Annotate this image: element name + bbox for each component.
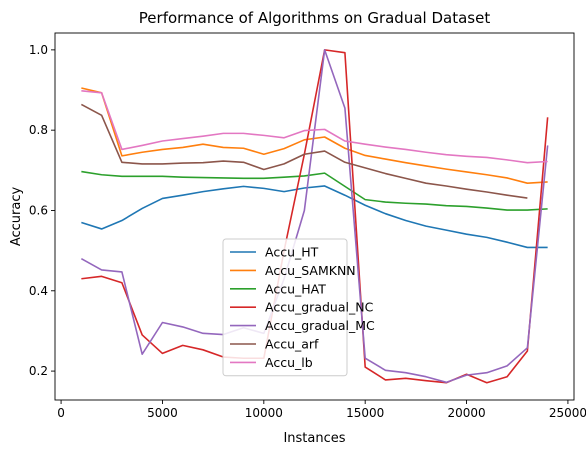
y-axis-label: Accuracy bbox=[9, 187, 24, 247]
legend-entry: Accu_HAT bbox=[265, 281, 326, 296]
legend-box bbox=[222, 238, 348, 377]
series-line-accu-samknn bbox=[81, 87, 548, 184]
plot-lines bbox=[80, 49, 549, 384]
x-tick-label: 5000 bbox=[147, 406, 178, 420]
plot-frame bbox=[54, 32, 575, 401]
x-tick-label: 15000 bbox=[346, 406, 384, 420]
y-tick-label: 0.4 bbox=[29, 284, 48, 298]
y-tick-label: 0.6 bbox=[29, 203, 48, 217]
series-line-accu-arf bbox=[80, 103, 528, 199]
x-tick-label: 0 bbox=[57, 406, 65, 420]
legend-entry: Accu_lb bbox=[265, 355, 313, 370]
legend-entry: Accu_SAMKNN bbox=[265, 263, 356, 278]
series-line-accu-hat bbox=[81, 170, 548, 211]
x-axis-label: Instances bbox=[283, 431, 345, 446]
series-line-accu-gradual-nc bbox=[81, 49, 549, 384]
x-tick-label: 20000 bbox=[447, 406, 485, 420]
x-tick-label: 10000 bbox=[245, 406, 283, 420]
series-line-accu-ht bbox=[81, 185, 548, 249]
legend-entry: Accu_arf bbox=[265, 337, 319, 352]
x-tick-label: 25000 bbox=[549, 406, 586, 420]
legend-entry: Accu_HT bbox=[265, 245, 319, 260]
legend: Accu_HT Accu_SAMKNN Accu_HAT Accu_gradual_N… bbox=[222, 238, 375, 377]
chart-title: Performance of Algorithms on Gradual Dat… bbox=[139, 9, 491, 27]
y-tick-label: 0.8 bbox=[29, 123, 48, 137]
legend-entry: Accu_gradual_NC bbox=[265, 300, 374, 315]
y-axis: 0.2 0.4 0.6 0.8 1.0 bbox=[29, 43, 55, 378]
series-line-accu-lb bbox=[81, 90, 548, 164]
y-tick-label: 1.0 bbox=[29, 43, 48, 57]
legend-entry: Accu_gradual_MC bbox=[265, 318, 375, 333]
x-axis: 0 5000 10000 15000 20000 25000 bbox=[57, 400, 586, 420]
y-tick-label: 0.2 bbox=[29, 364, 48, 378]
